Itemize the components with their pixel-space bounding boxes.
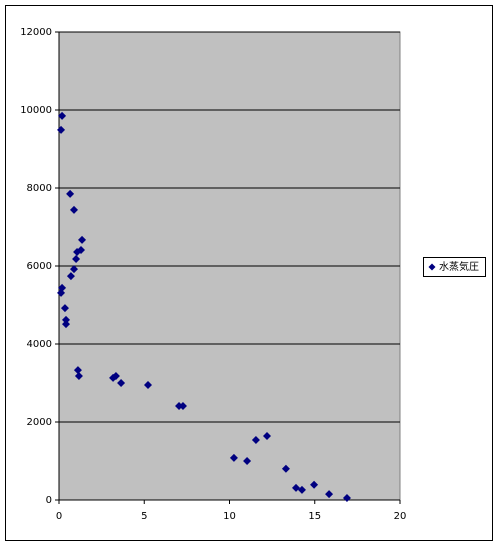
point [57, 125, 66, 134]
y-tick-label: 2000 [27, 417, 52, 428]
point [243, 457, 252, 465]
x-tick-label: 10 [223, 511, 236, 522]
y-tick-label: 8000 [27, 183, 52, 194]
point [66, 189, 75, 198]
point [58, 111, 67, 120]
y-tick-label: 12000 [20, 27, 52, 38]
point [310, 480, 319, 489]
y-tick-label: 10000 [20, 105, 52, 116]
point [61, 320, 70, 329]
point [70, 205, 79, 214]
point [263, 432, 272, 441]
point [73, 247, 82, 256]
point [58, 283, 67, 292]
point [66, 272, 75, 281]
point [297, 485, 306, 494]
y-tick-label: 0 [46, 495, 52, 506]
point [78, 235, 87, 244]
point [70, 265, 79, 274]
x-tick-label: 15 [308, 511, 321, 522]
y-tick-label: 4000 [27, 339, 52, 350]
point [229, 453, 238, 462]
point [281, 464, 290, 473]
point [117, 379, 126, 387]
point [342, 494, 351, 503]
point [291, 483, 300, 492]
y-tick-label: 6000 [27, 261, 52, 272]
point [60, 304, 69, 313]
point [325, 490, 334, 499]
legend-marker [428, 263, 436, 271]
point [111, 371, 120, 380]
legend [423, 257, 486, 277]
point [72, 254, 81, 263]
point [178, 402, 187, 411]
point [61, 315, 70, 324]
point [144, 380, 153, 389]
legend-label: 水蒸気圧 [439, 260, 479, 273]
point [251, 435, 260, 444]
point [57, 288, 66, 297]
point [73, 366, 82, 375]
x-tick-label: 20 [394, 511, 407, 522]
x-tick-label: 5 [141, 511, 147, 522]
x-tick-label: 0 [56, 511, 62, 522]
point [74, 371, 83, 380]
